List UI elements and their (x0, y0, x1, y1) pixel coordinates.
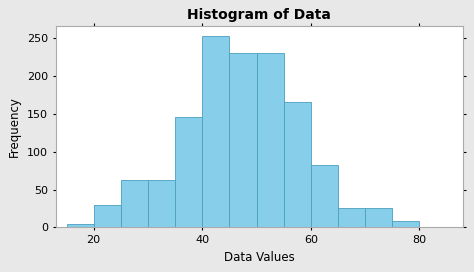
Bar (284, 102, 311, 227)
Bar (365, 209, 392, 227)
Title: Histogram of Data: Histogram of Data (187, 8, 331, 22)
Bar (148, 180, 175, 227)
Bar (202, 36, 229, 227)
Bar (392, 221, 419, 227)
X-axis label: Data Values: Data Values (224, 251, 295, 264)
Bar (121, 180, 148, 227)
Bar (229, 53, 256, 227)
Bar (311, 165, 338, 227)
Bar (66, 224, 94, 227)
Bar (338, 209, 365, 227)
Bar (256, 53, 284, 227)
Bar (175, 118, 202, 227)
Bar (94, 205, 121, 227)
Y-axis label: Frequency: Frequency (9, 97, 21, 157)
